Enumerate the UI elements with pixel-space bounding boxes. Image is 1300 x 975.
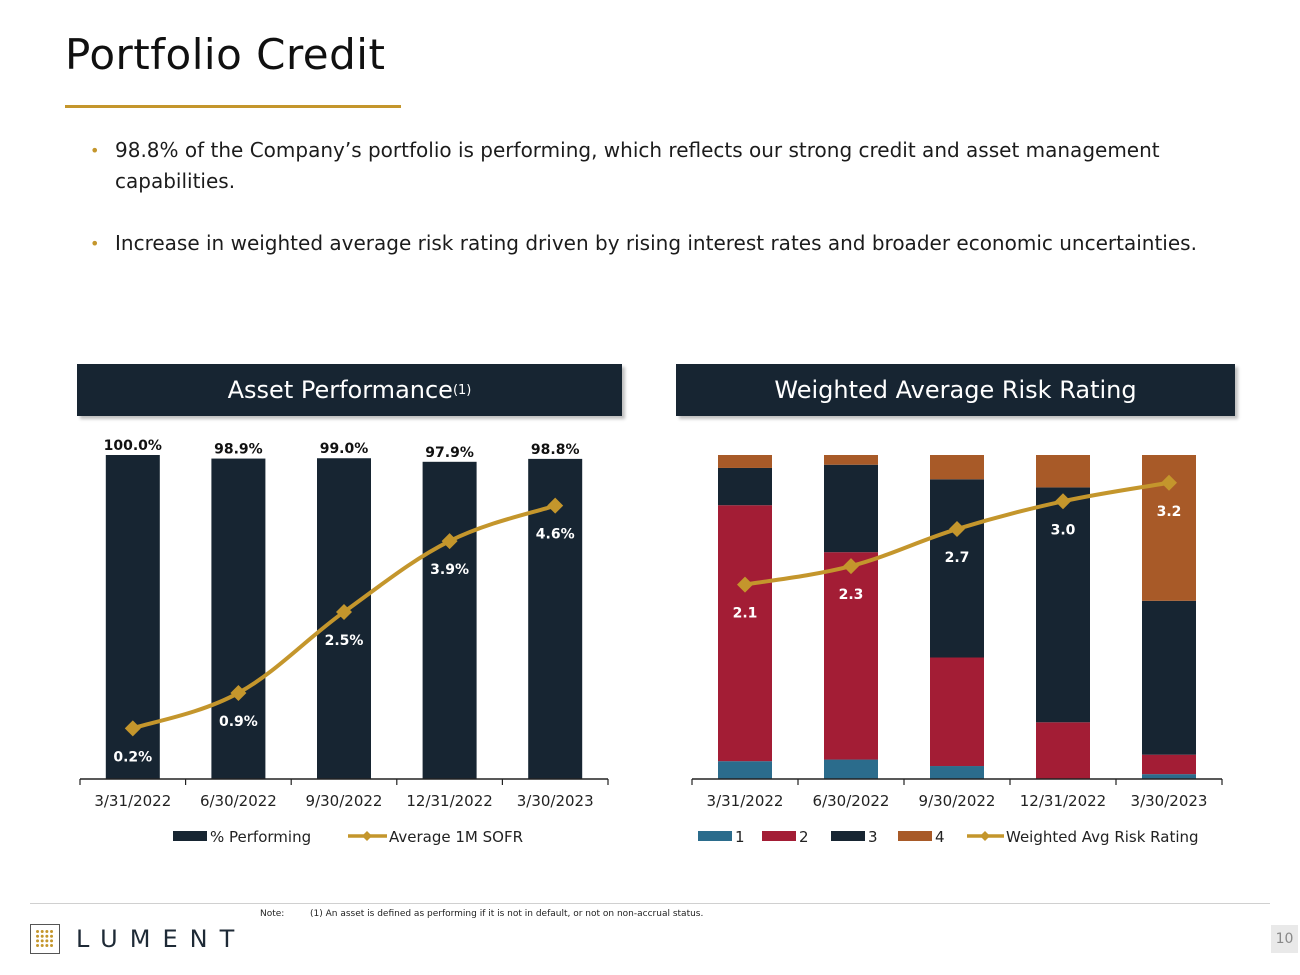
bullet-list: • 98.8% of the Company’s portfolio is pe… <box>90 135 1210 290</box>
x-tick-label: 6/30/2022 <box>813 792 890 810</box>
sofr-data-label: 3.9% <box>430 562 469 578</box>
legend-swatch-rating-2 <box>762 831 796 841</box>
risk-rating-data-label: 2.7 <box>945 550 970 566</box>
x-tick-label: 12/31/2022 <box>1020 792 1106 810</box>
rating-4-bar-segment <box>718 455 772 468</box>
rating-4-bar-segment <box>1036 455 1090 488</box>
logo-mark-icon <box>30 924 60 954</box>
footnote: (1) An asset is defined as performing if… <box>310 909 704 919</box>
asset-performance-title: Asset Performance <box>227 376 453 404</box>
sofr-marker <box>336 603 352 620</box>
logo-wordmark: LUMENT <box>76 925 247 953</box>
rating-4-bar-segment <box>824 455 878 465</box>
legend-swatch-rating-4 <box>898 831 932 841</box>
performing-data-label: 97.9% <box>425 445 474 461</box>
performing-bar <box>422 461 477 779</box>
performing-data-label: 100.0% <box>104 438 162 454</box>
rating-3-bar-segment <box>1142 600 1196 755</box>
bullet-text: 98.8% of the Company’s portfolio is perf… <box>115 138 1160 193</box>
rating-4-bar-segment <box>930 455 984 480</box>
legend-label-sofr: Average 1M SOFR <box>389 828 523 846</box>
rating-2-bar-segment <box>718 505 772 762</box>
rating-1-bar-segment <box>824 759 878 779</box>
legend-label-rating-1: 1 <box>735 828 745 846</box>
note-label: Note: <box>260 909 285 919</box>
rating-2-bar-segment <box>1036 722 1090 779</box>
footer-divider <box>30 903 1270 904</box>
legend-label-rating-4: 4 <box>935 828 945 846</box>
page-number: 10 <box>1271 925 1298 953</box>
bullet-icon: • <box>90 141 100 160</box>
legend-marker-sofr <box>362 831 372 841</box>
legend-label-rating-3: 3 <box>868 828 878 846</box>
bullet-item: • Increase in weighted average risk rati… <box>90 228 1210 259</box>
performing-data-label: 98.9% <box>214 442 263 458</box>
x-tick-label: 3/31/2022 <box>707 792 784 810</box>
rating-3-bar-segment <box>930 479 984 658</box>
rating-3-bar-segment <box>1036 487 1090 723</box>
legend-label-risk-rating: Weighted Avg Risk Rating <box>1006 828 1199 846</box>
risk-rating-marker <box>737 576 753 593</box>
sofr-marker <box>230 684 247 701</box>
rating-3-bar-segment <box>718 467 772 506</box>
sofr-data-label: 0.9% <box>219 714 258 730</box>
page-title: Portfolio Credit <box>65 30 386 79</box>
rating-2-bar-segment <box>824 552 878 760</box>
x-tick-label: 9/30/2022 <box>306 792 383 810</box>
risk-rating-data-label: 2.1 <box>733 606 758 622</box>
bullet-item: • 98.8% of the Company’s portfolio is pe… <box>90 135 1210 197</box>
risk-rating-marker <box>1055 493 1071 510</box>
sofr-data-label: 2.5% <box>325 633 364 649</box>
asset-performance-footnote-ref: (1) <box>452 382 472 398</box>
rating-1-bar-segment <box>930 766 984 779</box>
risk-rating-marker <box>843 558 859 575</box>
x-tick-label: 3/30/2023 <box>517 792 594 810</box>
rating-3-bar-segment <box>824 464 878 553</box>
performing-data-label: 99.0% <box>320 441 369 457</box>
sofr-marker <box>124 720 141 737</box>
rating-2-bar-segment <box>1142 754 1196 775</box>
sofr-data-label: 0.2% <box>113 749 152 765</box>
bullet-text: Increase in weighted average risk rating… <box>115 231 1197 255</box>
x-tick-label: 9/30/2022 <box>919 792 996 810</box>
bullet-icon: • <box>90 234 100 253</box>
sofr-data-label: 4.6% <box>536 527 575 543</box>
rating-2-bar-segment <box>930 657 984 767</box>
asset-performance-header: Asset Performance (1) <box>77 364 622 416</box>
legend-swatch-rating-1 <box>698 831 732 841</box>
x-tick-label: 3/31/2022 <box>94 792 171 810</box>
risk-rating-chart: 3/31/2022 6/30/2022 9/30/2022 12/31/2022 3/3… <box>691 455 1223 846</box>
legend-swatch-performing <box>173 831 207 841</box>
lument-logo: LUMENT <box>30 924 246 954</box>
legend-label-performing: % Performing <box>210 828 311 846</box>
risk-rating-data-label: 3.2 <box>1157 504 1182 520</box>
x-tick-label: 12/31/2022 <box>406 792 492 810</box>
x-tick-label: 3/30/2023 <box>1131 792 1208 810</box>
risk-rating-title: Weighted Average Risk Rating <box>774 376 1137 404</box>
sofr-marker <box>441 533 458 550</box>
x-tick-label: 6/30/2022 <box>200 792 277 810</box>
risk-rating-data-label: 2.3 <box>839 587 864 603</box>
risk-rating-data-label: 3.0 <box>1051 522 1076 538</box>
risk-rating-header: Weighted Average Risk Rating <box>676 364 1235 416</box>
risk-rating-marker <box>1161 474 1177 491</box>
performing-data-label: 98.8% <box>531 442 580 458</box>
legend-marker-risk-rating <box>980 831 990 841</box>
rating-1-bar-segment <box>1142 774 1196 779</box>
legend-label-rating-2: 2 <box>799 828 809 846</box>
asset-performance-chart: 100.0% 3/31/2022 98.9% 6/30/2022 99.0% 9/30/2… <box>79 438 609 846</box>
rating-1-bar-segment <box>718 761 772 779</box>
title-underline <box>65 105 401 108</box>
performing-bar <box>211 458 266 779</box>
legend-swatch-rating-3 <box>831 831 865 841</box>
sofr-marker <box>547 497 564 514</box>
risk-rating-marker <box>949 521 965 538</box>
